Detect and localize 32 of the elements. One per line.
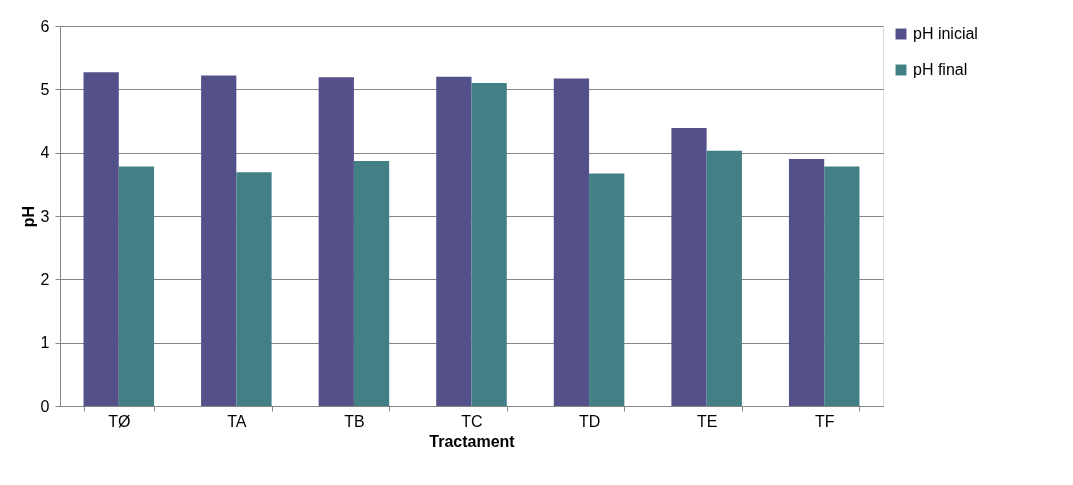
y-tick-label: 2 bbox=[40, 270, 50, 288]
x-tick-label: TB bbox=[344, 412, 365, 430]
bar bbox=[201, 75, 237, 406]
bar bbox=[236, 172, 272, 406]
bar bbox=[671, 127, 707, 406]
x-tick-label: TC bbox=[461, 412, 483, 430]
bar bbox=[788, 159, 825, 406]
x-axis-title: Tractament bbox=[429, 432, 516, 450]
x-tick-label: TA bbox=[227, 412, 247, 430]
bar bbox=[83, 72, 119, 406]
bar bbox=[471, 83, 507, 406]
y-tick-label: 0 bbox=[40, 397, 50, 415]
bar bbox=[318, 77, 354, 406]
y-axis-title: pH bbox=[19, 205, 37, 228]
x-tick-label: TØ bbox=[108, 412, 131, 430]
bar bbox=[118, 166, 155, 406]
x-tick-label: TF bbox=[814, 412, 835, 430]
y-tick-label: 5 bbox=[40, 80, 50, 98]
y-tick-label: 1 bbox=[40, 334, 50, 352]
bar bbox=[353, 160, 390, 406]
y-tick-label: 6 bbox=[40, 17, 50, 35]
x-tick-label: TD bbox=[578, 412, 601, 430]
x-tick-label: TE bbox=[696, 412, 718, 430]
y-tick-label: 3 bbox=[40, 207, 50, 225]
bar bbox=[553, 78, 590, 406]
legend-label: pH inicial bbox=[913, 25, 978, 42]
bar bbox=[589, 173, 625, 406]
bar bbox=[824, 166, 860, 406]
bar bbox=[436, 76, 472, 406]
y-tick-label: 4 bbox=[40, 144, 50, 162]
legend-label: pH final bbox=[913, 61, 968, 78]
bar bbox=[706, 150, 742, 406]
